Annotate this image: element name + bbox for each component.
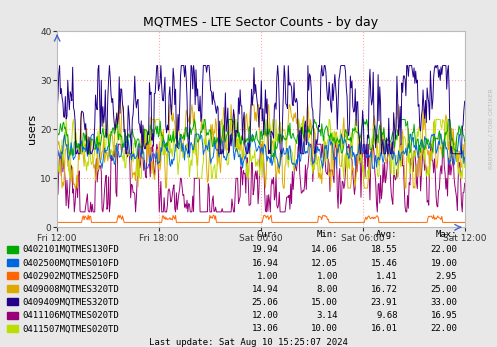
Text: 0402902MQTMES250FD: 0402902MQTMES250FD bbox=[22, 272, 119, 281]
Text: 15.46: 15.46 bbox=[371, 259, 398, 268]
Text: 15.00: 15.00 bbox=[311, 298, 338, 307]
Text: Min:: Min: bbox=[317, 230, 338, 239]
Y-axis label: users: users bbox=[27, 114, 37, 144]
Text: 16.95: 16.95 bbox=[430, 311, 457, 320]
Text: 16.01: 16.01 bbox=[371, 324, 398, 333]
Text: 1.00: 1.00 bbox=[257, 272, 278, 281]
Text: 0411507MQTMES020TD: 0411507MQTMES020TD bbox=[22, 324, 119, 333]
Text: 22.00: 22.00 bbox=[430, 245, 457, 254]
Text: Cur:: Cur: bbox=[257, 230, 278, 239]
Text: 2.95: 2.95 bbox=[436, 272, 457, 281]
Text: 12.00: 12.00 bbox=[251, 311, 278, 320]
Text: Last update: Sat Aug 10 15:25:07 2024: Last update: Sat Aug 10 15:25:07 2024 bbox=[149, 338, 348, 347]
Text: 0402101MQTMES130FD: 0402101MQTMES130FD bbox=[22, 245, 119, 254]
Text: 19.94: 19.94 bbox=[251, 245, 278, 254]
Text: 8.00: 8.00 bbox=[317, 285, 338, 294]
Text: 1.00: 1.00 bbox=[317, 272, 338, 281]
Text: 25.06: 25.06 bbox=[251, 298, 278, 307]
Text: 25.00: 25.00 bbox=[430, 285, 457, 294]
Text: 22.00: 22.00 bbox=[430, 324, 457, 333]
Text: 9.68: 9.68 bbox=[376, 311, 398, 320]
Text: Avg:: Avg: bbox=[376, 230, 398, 239]
Text: 14.94: 14.94 bbox=[251, 285, 278, 294]
Text: 23.91: 23.91 bbox=[371, 298, 398, 307]
Text: 14.06: 14.06 bbox=[311, 245, 338, 254]
Text: 33.00: 33.00 bbox=[430, 298, 457, 307]
Text: 16.72: 16.72 bbox=[371, 285, 398, 294]
Text: 13.06: 13.06 bbox=[251, 324, 278, 333]
Text: RRDTOOL / TOBI OETIKER: RRDTOOL / TOBI OETIKER bbox=[489, 88, 494, 169]
Text: 0402500MQTMES010FD: 0402500MQTMES010FD bbox=[22, 259, 119, 268]
Text: 16.94: 16.94 bbox=[251, 259, 278, 268]
Text: 0409008MQTMES320TD: 0409008MQTMES320TD bbox=[22, 285, 119, 294]
Text: Max:: Max: bbox=[436, 230, 457, 239]
Text: 0411106MQTMES020TD: 0411106MQTMES020TD bbox=[22, 311, 119, 320]
Text: 18.55: 18.55 bbox=[371, 245, 398, 254]
Text: 3.14: 3.14 bbox=[317, 311, 338, 320]
Text: 19.00: 19.00 bbox=[430, 259, 457, 268]
Text: 1.41: 1.41 bbox=[376, 272, 398, 281]
Title: MQTMES - LTE Sector Counts - by day: MQTMES - LTE Sector Counts - by day bbox=[143, 16, 379, 29]
Text: 10.00: 10.00 bbox=[311, 324, 338, 333]
Text: 12.05: 12.05 bbox=[311, 259, 338, 268]
Text: 0409409MQTMES320TD: 0409409MQTMES320TD bbox=[22, 298, 119, 307]
